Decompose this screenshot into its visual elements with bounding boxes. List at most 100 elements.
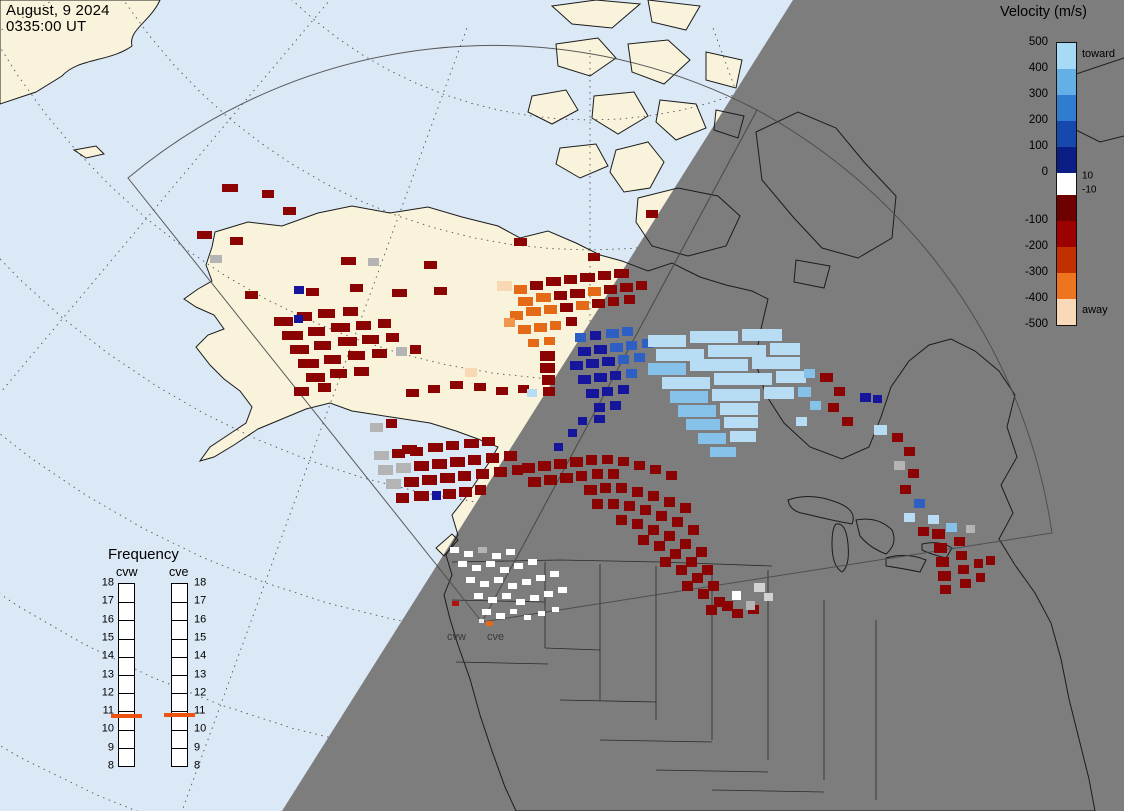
velocity-cell <box>958 565 969 574</box>
frequency-marker-cvw <box>111 713 142 718</box>
velocity-cell <box>828 403 839 412</box>
velocity-cell <box>754 583 765 592</box>
velocity-cell <box>230 237 243 245</box>
velocity-cell <box>434 287 447 295</box>
velocity-cell <box>842 417 853 426</box>
velocity-cell <box>488 597 497 603</box>
velocity-cell <box>402 445 417 454</box>
velocity-cell <box>324 355 341 364</box>
velocity-cell <box>708 345 766 357</box>
velocity-cell <box>496 613 505 619</box>
velocity-cell <box>386 333 399 342</box>
frequency-scale-segment <box>119 584 134 602</box>
velocity-cell <box>810 401 821 410</box>
velocity-cell <box>290 345 309 354</box>
velocity-cell <box>940 585 951 594</box>
velocity-cell <box>474 593 483 599</box>
velocity-cell <box>468 455 481 465</box>
velocity-cell <box>648 363 686 375</box>
velocity-cell <box>618 355 629 364</box>
velocity-cell <box>568 429 577 437</box>
frequency-scale-cvw <box>118 583 135 767</box>
velocity-cell <box>636 281 647 290</box>
velocity-cell <box>664 531 675 541</box>
velocity-cell <box>873 395 882 403</box>
velocity-cell <box>742 329 782 341</box>
velocity-cell <box>464 551 473 557</box>
velocity-cell <box>730 431 756 442</box>
velocity-cell <box>900 485 911 494</box>
velocity-cell <box>432 491 441 500</box>
frequency-tick-label: 11 <box>102 704 114 717</box>
velocity-cell <box>528 559 537 565</box>
radar-site-label-cvw: cvw <box>447 631 466 643</box>
velocity-cell <box>482 609 491 615</box>
velocity-cell <box>245 291 258 299</box>
velocity-cell <box>500 567 509 573</box>
velocity-cell <box>722 601 733 611</box>
velocity-cell <box>820 373 833 382</box>
velocity-cell <box>576 301 589 310</box>
velocity-cell <box>632 487 643 497</box>
velocity-cell <box>662 377 710 389</box>
velocity-cell <box>598 271 611 280</box>
velocity-cell <box>688 525 699 535</box>
frequency-column-label-cve: cve <box>169 565 189 579</box>
velocity-tick-label: 300 <box>1028 88 1048 100</box>
frequency-tick-label: 18 <box>194 576 207 589</box>
velocity-tick-label: -300 <box>1024 266 1048 278</box>
colorbar-segment <box>1057 69 1076 95</box>
velocity-cell <box>966 525 975 533</box>
velocity-cell <box>892 433 903 442</box>
velocity-cell <box>956 551 967 560</box>
velocity-cell <box>610 401 621 410</box>
velocity-cell <box>608 469 619 479</box>
velocity-cell <box>642 339 653 348</box>
velocity-cell <box>602 387 613 396</box>
frequency-scale-segment <box>172 711 187 729</box>
velocity-cell <box>536 575 545 581</box>
velocity-cell <box>540 351 555 361</box>
velocity-cell <box>648 335 686 347</box>
velocity-cell <box>318 309 335 318</box>
velocity-cell <box>894 461 905 470</box>
velocity-cell <box>492 553 501 559</box>
timestamp-block: August, 9 2024 0335:00 UT <box>6 3 110 35</box>
velocity-tick-label: 0 <box>1041 166 1048 178</box>
velocity-cell <box>714 373 772 385</box>
velocity-cell <box>459 487 472 497</box>
velocity-cell <box>960 579 971 588</box>
velocity-cell <box>646 210 658 218</box>
velocity-cell <box>414 461 429 471</box>
velocity-cell <box>538 611 545 616</box>
velocity-cell <box>472 565 481 571</box>
velocity-cell <box>543 387 555 396</box>
velocity-cell <box>486 621 493 626</box>
velocity-cell <box>620 283 633 292</box>
velocity-cell <box>614 269 629 278</box>
velocity-cell <box>936 557 949 567</box>
velocity-cell <box>554 459 567 469</box>
velocity-cell <box>874 425 887 435</box>
velocity-tick-label: -400 <box>1024 292 1048 304</box>
velocity-cell <box>370 423 383 432</box>
velocity-cell <box>514 285 527 294</box>
velocity-cell <box>396 493 409 503</box>
velocity-cell <box>338 337 357 346</box>
velocity-cell <box>374 451 389 460</box>
velocity-cell <box>586 389 599 398</box>
time-label: 0335:00 UT <box>6 18 87 35</box>
velocity-cell <box>314 341 331 350</box>
velocity-cell <box>622 327 633 336</box>
frequency-ticks-cvw: 18 17 16 15 14 13 12 11 10 9 8 <box>78 545 114 785</box>
velocity-cell <box>294 286 304 294</box>
frequency-scale-segment <box>119 638 134 657</box>
velocity-cell <box>392 449 405 458</box>
velocity-cell <box>526 307 541 316</box>
velocity-cell <box>710 447 736 457</box>
velocity-cell <box>698 589 709 599</box>
velocity-cell <box>536 293 551 302</box>
velocity-cell <box>414 491 429 501</box>
colorbar-segment <box>1057 173 1076 195</box>
